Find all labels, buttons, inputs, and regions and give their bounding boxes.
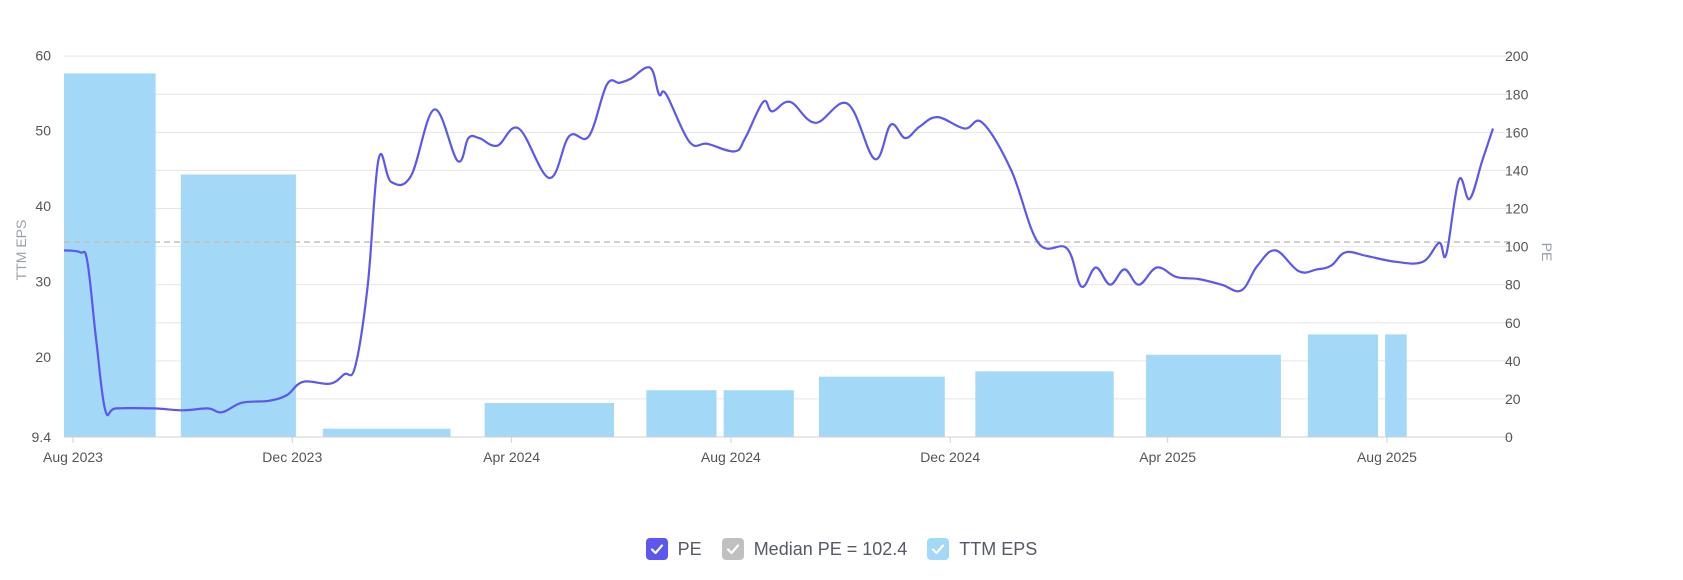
- chart-legend: PE Median PE = 102.4 TTM EPS: [0, 538, 1683, 560]
- eps-bar: [818, 376, 945, 437]
- left-axis-title: TTM EPS: [13, 220, 29, 281]
- right-axis-tick: 140: [1505, 162, 1529, 178]
- right-axis-tick: 0: [1505, 429, 1513, 445]
- pe-line: [63, 66, 1495, 417]
- left-axis-tick: 50: [35, 123, 51, 139]
- legend-label: Median PE = 102.4: [753, 538, 908, 559]
- eps-bar: [1146, 354, 1281, 437]
- right-axis-tick: 20: [1505, 391, 1521, 407]
- checkbox-checked-icon[interactable]: [721, 538, 744, 560]
- legend-item-median-pe[interactable]: Median PE = 102.4: [721, 538, 908, 560]
- right-axis-tick: 120: [1505, 201, 1529, 217]
- eps-bar: [1385, 334, 1407, 437]
- x-axis-tick: Apr 2024: [483, 449, 540, 465]
- right-axis-tick: 80: [1505, 277, 1521, 293]
- right-axis-tick: 200: [1505, 48, 1529, 64]
- eps-bar: [64, 73, 156, 437]
- left-axis-tick: 20: [35, 349, 51, 365]
- right-axis-tick: 60: [1505, 315, 1521, 331]
- x-axis-tick: Dec 2023: [262, 449, 322, 465]
- eps-bar: [646, 390, 717, 437]
- checkbox-checked-icon[interactable]: [927, 538, 950, 560]
- eps-bar: [484, 403, 615, 437]
- right-axis-tick: 160: [1505, 124, 1529, 140]
- left-axis-tick: 30: [35, 274, 51, 290]
- legend-item-ttm-eps[interactable]: TTM EPS: [927, 538, 1037, 560]
- eps-bar: [723, 390, 794, 437]
- eps-bar: [180, 174, 296, 437]
- left-axis-tick: 60: [35, 47, 51, 63]
- right-axis-tick: 40: [1505, 353, 1521, 369]
- checkbox-checked-icon[interactable]: [645, 538, 668, 560]
- x-axis-tick: Dec 2024: [920, 449, 980, 465]
- x-axis-tick: Aug 2025: [1357, 449, 1417, 465]
- x-axis-tick: Apr 2025: [1139, 449, 1196, 465]
- legend-item-pe[interactable]: PE: [645, 538, 702, 560]
- left-axis-tick: 9.4: [32, 429, 52, 445]
- legend-label: TTM EPS: [959, 538, 1038, 559]
- x-axis-tick: Aug 2023: [43, 449, 103, 465]
- eps-bar: [975, 371, 1114, 437]
- left-axis-tick: 40: [35, 198, 51, 214]
- right-axis-title: PE: [1539, 243, 1555, 262]
- right-axis-tick: 100: [1505, 239, 1529, 255]
- eps-bar: [322, 428, 451, 437]
- right-axis-tick: 180: [1505, 86, 1529, 102]
- legend-label: PE: [677, 538, 702, 559]
- x-axis-tick: Aug 2024: [701, 449, 761, 465]
- eps-bar: [1307, 334, 1378, 437]
